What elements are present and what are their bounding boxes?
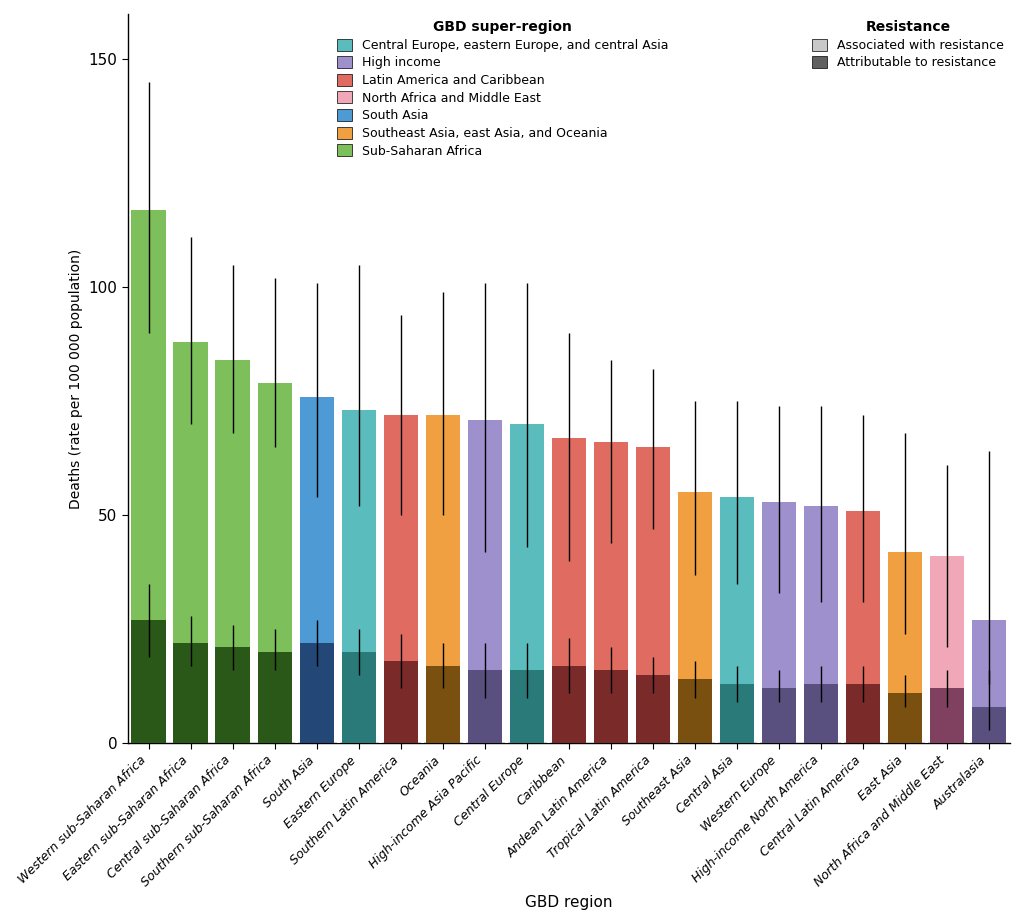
Bar: [930, 688, 965, 743]
Bar: [804, 506, 839, 743]
Bar: [173, 643, 208, 743]
Bar: [215, 360, 250, 743]
Bar: [846, 684, 881, 743]
Bar: [762, 688, 797, 743]
Bar: [720, 684, 755, 743]
Legend: Associated with resistance, Attributable to resistance: Associated with resistance, Attributable…: [812, 20, 1004, 69]
Bar: [384, 662, 418, 743]
Bar: [972, 620, 1007, 743]
Bar: [678, 679, 712, 743]
Bar: [594, 670, 628, 743]
Bar: [888, 693, 923, 743]
Bar: [636, 447, 670, 743]
Bar: [678, 492, 712, 743]
Bar: [173, 342, 208, 743]
Bar: [426, 415, 460, 743]
Bar: [468, 670, 502, 743]
Bar: [131, 620, 166, 743]
Bar: [846, 511, 881, 743]
Bar: [636, 675, 670, 743]
Bar: [384, 415, 418, 743]
Bar: [552, 665, 586, 743]
Bar: [300, 396, 334, 743]
Bar: [257, 652, 292, 743]
Bar: [300, 643, 334, 743]
Bar: [594, 443, 628, 743]
Bar: [426, 665, 460, 743]
Bar: [468, 419, 502, 743]
Bar: [342, 410, 376, 743]
Bar: [888, 552, 923, 743]
Bar: [510, 670, 544, 743]
Bar: [720, 497, 755, 743]
Bar: [972, 707, 1007, 743]
Bar: [342, 652, 376, 743]
X-axis label: GBD region: GBD region: [525, 895, 612, 910]
Bar: [552, 438, 586, 743]
Bar: [930, 556, 965, 743]
Bar: [215, 648, 250, 743]
Bar: [257, 383, 292, 743]
Bar: [804, 684, 839, 743]
Bar: [762, 502, 797, 743]
Bar: [131, 210, 166, 743]
Bar: [510, 424, 544, 743]
Y-axis label: Deaths (rate per 100 000 population): Deaths (rate per 100 000 population): [69, 249, 83, 509]
